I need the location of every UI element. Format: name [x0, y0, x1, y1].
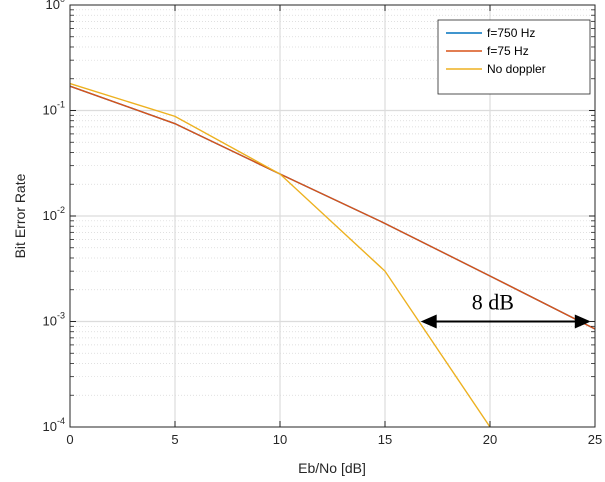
y-tick-label: 10-2 [43, 205, 65, 223]
x-tick-labels: 0 5 10 15 20 25 [66, 432, 602, 447]
x-tick-label: 20 [483, 432, 497, 447]
minor-grid [70, 9, 595, 396]
legend-label: f=75 Hz [487, 44, 529, 58]
x-tick-label: 0 [66, 432, 73, 447]
y-tick-labels: 10-4 10-3 10-2 10-1 100 [43, 0, 65, 434]
x-tick-label: 15 [378, 432, 392, 447]
x-tick-label: 5 [171, 432, 178, 447]
tick-marks [69, 4, 596, 428]
y-tick-label: 100 [46, 0, 65, 12]
legend-label: f=750 Hz [487, 26, 535, 40]
y-axis-label: Bit Error Rate [12, 173, 28, 258]
y-tick-label: 10-3 [43, 311, 65, 329]
y-tick-label: 10-1 [43, 100, 65, 118]
series-line-f-75-hz [69, 85, 596, 330]
annotation-arrowhead-right [574, 314, 591, 329]
annotation-arrowhead-left [420, 314, 437, 329]
x-axis-label: Eb/No [dB] [298, 460, 366, 476]
series-layer [69, 82, 596, 428]
major-grid [70, 5, 595, 427]
legend: f=750 Hz f=75 Hz No doppler [437, 19, 591, 95]
legend-label: No doppler [487, 62, 546, 76]
x-tick-label: 25 [588, 432, 602, 447]
annotation-layer: 8 dB [420, 290, 591, 329]
x-tick-label: 10 [273, 432, 287, 447]
series-line-no-doppler [69, 82, 491, 428]
annotation-label: 8 dB [472, 290, 514, 315]
y-tick-label: 10-4 [43, 416, 65, 434]
